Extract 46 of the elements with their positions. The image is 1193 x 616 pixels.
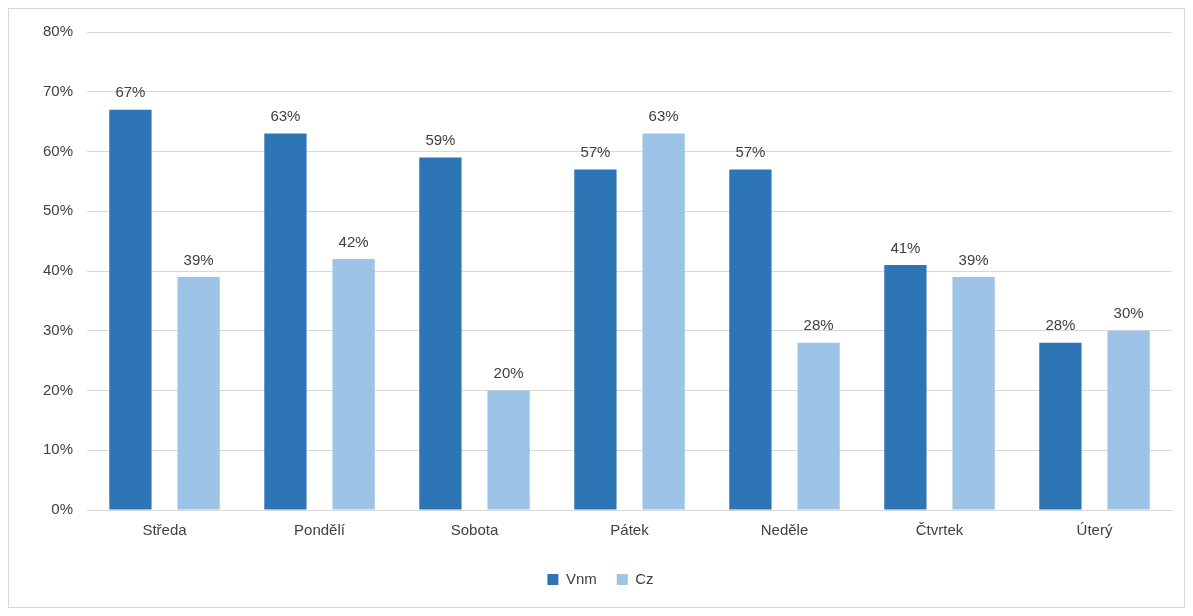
data-label: 57% (580, 143, 611, 161)
y-tick-label: 80% (42, 22, 74, 40)
data-label: 67% (115, 83, 146, 101)
y-tick-label: 0% (51, 500, 74, 518)
y-tick-label: 50% (42, 201, 74, 219)
data-label: 41% (890, 238, 921, 256)
data-label: 63% (270, 107, 301, 125)
x-tick-label: Neděle (760, 521, 809, 539)
bar (419, 157, 462, 510)
x-tick-label: Středa (142, 521, 188, 539)
data-label: 20% (493, 364, 524, 382)
data-label: 39% (958, 250, 989, 268)
bar (797, 342, 840, 510)
y-tick-label: 10% (42, 440, 74, 458)
y-tick-label: 20% (42, 380, 74, 398)
data-label: 57% (735, 143, 766, 161)
x-tick-label: Pondělí (294, 521, 346, 539)
data-label: 28% (803, 316, 834, 334)
data-label: 30% (1113, 304, 1144, 322)
data-label: 59% (425, 131, 456, 149)
y-tick-label: 40% (42, 261, 74, 279)
x-tick-label: Úterý (1076, 521, 1113, 539)
x-tick-label: Čtvrtek (915, 521, 964, 539)
bar (109, 109, 152, 510)
bar (1039, 342, 1082, 510)
bar (487, 390, 530, 510)
legend-label: Vnm (565, 569, 597, 587)
y-tick-label: 30% (42, 320, 74, 338)
bar (884, 265, 927, 510)
legend-label: Cz (635, 569, 654, 587)
bar (952, 276, 995, 510)
y-tick-label: 60% (42, 141, 74, 159)
data-label: 63% (648, 107, 679, 125)
bar (1107, 330, 1150, 510)
data-label: 39% (183, 250, 214, 268)
bar (264, 133, 307, 510)
data-label: 42% (338, 232, 369, 250)
bar (729, 169, 772, 510)
bar (642, 133, 685, 510)
y-tick-label: 70% (42, 81, 74, 99)
bar (332, 259, 375, 510)
x-tick-label: Sobota (450, 521, 499, 539)
data-label: 28% (1045, 316, 1076, 334)
x-tick-label: Pátek (610, 521, 650, 539)
bar (177, 276, 220, 510)
bar (574, 169, 617, 510)
